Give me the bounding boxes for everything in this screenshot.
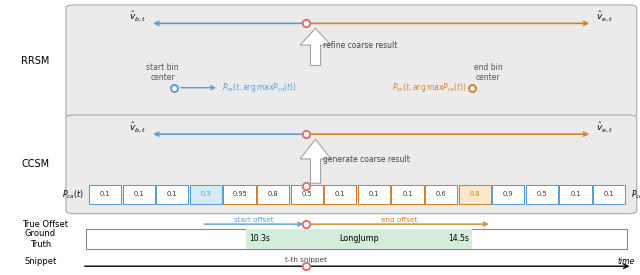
FancyBboxPatch shape: [66, 5, 637, 117]
Text: end offset: end offset: [381, 217, 417, 223]
Bar: [89, 185, 122, 204]
Text: 0.8: 0.8: [268, 191, 278, 197]
Text: 0.1: 0.1: [403, 191, 413, 197]
Text: 0.95: 0.95: [232, 191, 247, 197]
Text: True Offset: True Offset: [22, 220, 68, 229]
Text: 0.8: 0.8: [469, 191, 480, 197]
Point: [301, 132, 311, 136]
FancyBboxPatch shape: [66, 115, 637, 214]
Text: $\hat{v}_{b,t}$: $\hat{v}_{b,t}$: [129, 10, 146, 23]
Text: 14.5s: 14.5s: [448, 235, 469, 243]
Text: 0.1: 0.1: [335, 191, 346, 197]
Bar: [156, 185, 188, 204]
Bar: [123, 185, 155, 204]
Bar: [257, 185, 289, 204]
Text: 0.1: 0.1: [167, 191, 177, 197]
Point: [169, 86, 179, 90]
Text: 0.1: 0.1: [369, 191, 379, 197]
Bar: [86, 229, 627, 249]
Text: 0.9: 0.9: [503, 191, 513, 197]
Text: Ground
Truth: Ground Truth: [25, 229, 56, 249]
Bar: [189, 185, 222, 204]
Bar: [223, 185, 255, 204]
Text: start offset: start offset: [234, 217, 273, 223]
Point: [301, 222, 311, 226]
Text: $P_{re}(t,\arg\max P_{ce}(t))$: $P_{re}(t,\arg\max P_{ce}(t))$: [392, 81, 467, 94]
Bar: [492, 185, 525, 204]
Text: 10.3s: 10.3s: [250, 235, 271, 243]
Text: Snippet: Snippet: [24, 257, 56, 266]
Text: CCSM: CCSM: [21, 159, 49, 169]
Bar: [458, 185, 491, 204]
Text: end bin
center: end bin center: [474, 63, 502, 82]
Text: 0.5: 0.5: [536, 191, 547, 197]
Text: $P_{ca}(t)$: $P_{ca}(t)$: [62, 188, 83, 201]
Text: $\hat{v}_{b,t}$: $\hat{v}_{b,t}$: [129, 120, 146, 134]
Polygon shape: [300, 28, 331, 65]
Bar: [593, 185, 625, 204]
Text: LongJump: LongJump: [339, 235, 380, 243]
Text: RRSM: RRSM: [21, 56, 49, 66]
Point: [467, 86, 477, 90]
Bar: [291, 185, 323, 204]
Text: generate coarse result: generate coarse result: [323, 155, 410, 164]
Text: 0.1: 0.1: [604, 191, 614, 197]
Bar: [559, 185, 592, 204]
Bar: [526, 185, 558, 204]
Text: $\hat{v}_{e,t}$: $\hat{v}_{e,t}$: [596, 10, 614, 23]
Bar: [324, 185, 356, 204]
Text: 0.5: 0.5: [301, 191, 312, 197]
Text: 0.3: 0.3: [201, 191, 211, 197]
Bar: [425, 185, 458, 204]
Text: refine coarse result: refine coarse result: [323, 41, 397, 50]
Bar: [246, 229, 472, 249]
Text: start bin
center: start bin center: [147, 63, 179, 82]
Text: $\hat{v}_{e,t}$: $\hat{v}_{e,t}$: [596, 120, 614, 134]
Text: t-th snippet: t-th snippet: [285, 257, 327, 263]
Text: 0.1: 0.1: [100, 191, 110, 197]
Text: $P_{ce}(t)$: $P_{ce}(t)$: [631, 188, 640, 201]
Text: $P_{re}(t,\arg\max P_{ca}(t))$: $P_{re}(t,\arg\max P_{ca}(t))$: [222, 81, 297, 94]
Point: [301, 264, 311, 268]
Text: 0.6: 0.6: [436, 191, 447, 197]
Bar: [358, 185, 390, 204]
Text: 0.1: 0.1: [134, 191, 144, 197]
Text: 0.1: 0.1: [570, 191, 580, 197]
Bar: [392, 185, 424, 204]
Text: time: time: [618, 257, 635, 266]
Point: [301, 21, 311, 26]
Point: [301, 184, 311, 188]
Polygon shape: [300, 139, 331, 183]
